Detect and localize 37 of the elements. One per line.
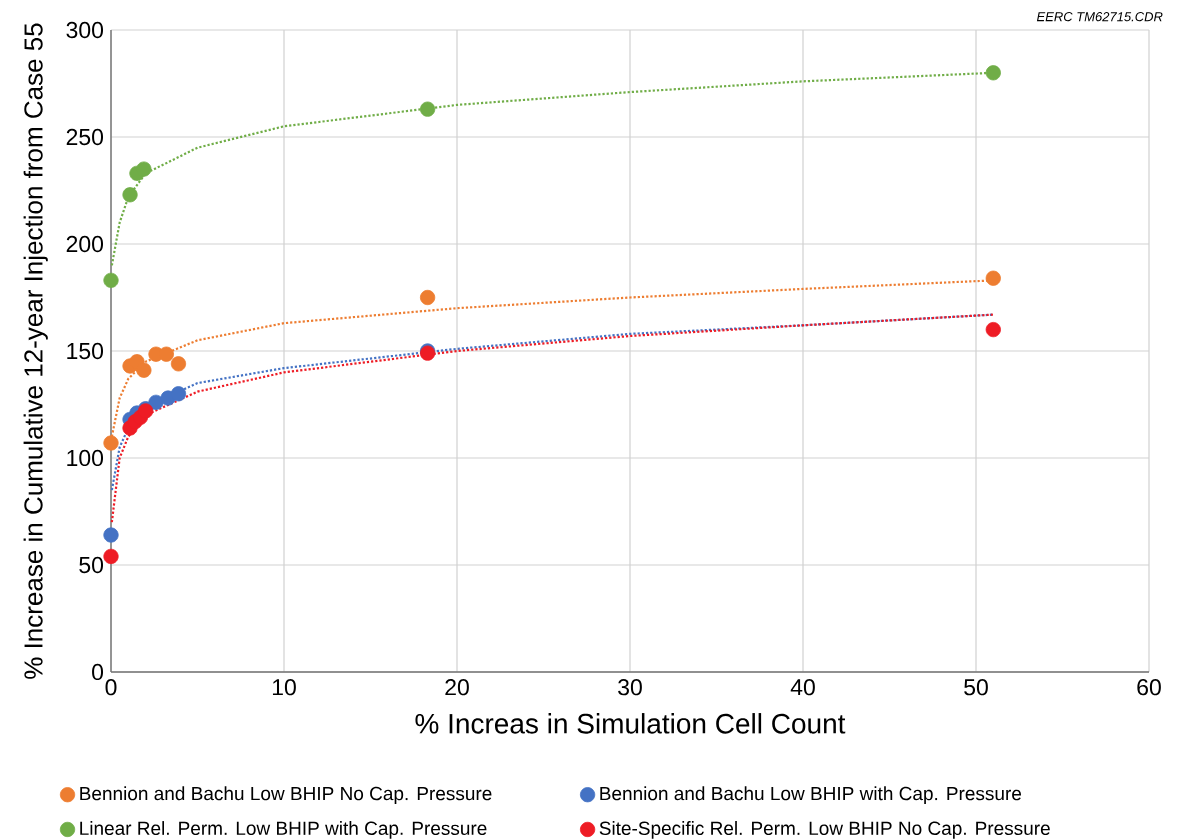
point [136,161,152,177]
line-series [110,313,995,524]
text: EERC TM62715.CDR [1036,12,1163,22]
y-tick-label: 50 [79,556,104,574]
x-tick-label: 40 [790,679,815,696]
legend-label: Site-Specific Rel. Perm. Low BHIP No Cap. Pressure [599,821,1050,839]
x-axis-title: % Increas in Simulation Cell Count [415,713,846,734]
x-tick-label: 30 [618,679,642,696]
point [419,289,436,306]
y-axis-title: % Increase in Cumulative 12-year Injection from Case 55 [23,23,48,679]
point [103,272,119,288]
x-tick-label: 0 [105,679,117,696]
point [170,386,187,402]
point [148,394,164,410]
y-tick-label: 0 [92,663,104,681]
point [136,362,152,378]
x-tick-label: 50 [964,679,988,696]
point [985,270,1001,286]
point [103,435,119,451]
y-tick-label: 250 [66,128,104,146]
point [419,101,436,117]
x-tick-label: 10 [272,679,296,696]
point [103,527,119,543]
x-tick-label: 60 [1137,679,1161,696]
y-tick-label: 300 [66,21,104,39]
legend-label: Linear Rel. Perm. Low BHIP with Cap. Pressure [80,821,487,839]
point [985,321,1001,338]
point [103,548,119,565]
y-tick-label: 100 [67,449,104,467]
y-tick-label: 200 [66,235,104,253]
y-tick-label: 150 [67,342,104,360]
x-tick-label: 20 [445,679,469,696]
point [170,356,187,372]
legend-label: Bennion and Bachu Low BHIP No Cap. Pressure [80,786,492,805]
legend-label: Bennion and Bachu Low BHIP with Cap. Pressure [600,786,1022,805]
point [985,65,1001,81]
point [122,187,138,203]
